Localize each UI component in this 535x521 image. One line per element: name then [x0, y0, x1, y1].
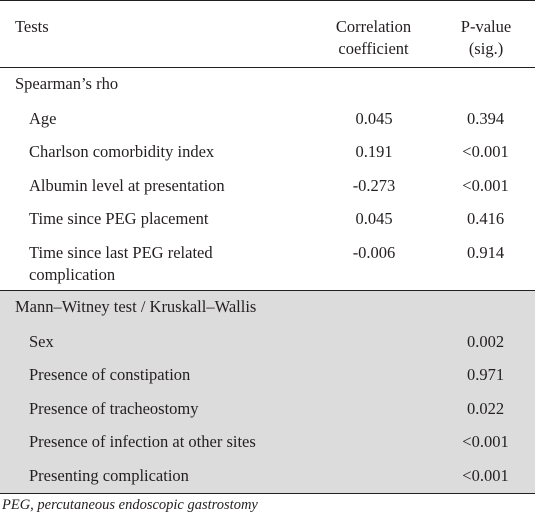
header-pvalue-line1: P-value [460, 17, 512, 36]
row-correlation [304, 359, 444, 393]
row-correlation: 0.045 [355, 108, 393, 128]
table-header-row: Tests Correlation coefficient P-value (sig… [0, 0, 535, 68]
section-row: Spearman’s rho [0, 68, 535, 103]
row-pvalue: 0.416 [466, 209, 505, 228]
table-row: Albumin level at presentation -0.273 <0.… [0, 170, 535, 204]
header-correlation: Correlation coefficient [304, 0, 444, 68]
table-row: Age 0.045 0.394 [0, 103, 535, 137]
row-pvalue: 0.914 [466, 242, 505, 262]
section-label: Spearman’s rho [15, 74, 119, 93]
row-correlation: 0.191 [355, 142, 393, 161]
table-row: Presence of constipation 0.971 [0, 359, 535, 393]
table-row: Time since PEG placement 0.045 0.416 [0, 203, 535, 237]
row-pvalue: <0.001 [462, 175, 509, 195]
header-correlation-line2: coefficient [338, 39, 409, 58]
table-row: Time since last PEG related complication … [0, 237, 535, 291]
header-pvalue-line2: (sig.) [468, 39, 504, 58]
table-row: Presence of infection at other sites <0.… [0, 426, 535, 460]
row-pvalue: 0.022 [444, 392, 535, 426]
row-test-name: Albumin level at presentation [29, 175, 225, 195]
row-pvalue: 0.971 [444, 359, 535, 393]
row-pvalue: <0.001 [444, 426, 535, 460]
row-test-name-line2: complication [29, 264, 116, 284]
section-label: Mann–Witney test / Kruskall–Wallis [0, 290, 535, 326]
row-test-name: Time since PEG placement [29, 209, 209, 228]
header-pvalue: P-value (sig.) [444, 0, 535, 68]
group-spearman: Spearman’s rho Age 0.045 0.394 Charlson … [0, 68, 535, 291]
table-row: Presence of tracheostomy 0.022 [0, 392, 535, 426]
row-correlation: 0.045 [355, 209, 393, 228]
row-correlation [304, 325, 444, 359]
row-test-name: Sex [0, 325, 304, 359]
table-row: Presenting complication <0.001 [0, 459, 535, 494]
group-mann-witney: Mann–Witney test / Kruskall–Wallis Sex 0… [0, 290, 535, 494]
row-correlation [304, 392, 444, 426]
table-footnote: PEG, percutaneous endoscopic gastrostomy [2, 496, 258, 513]
row-test-name: Presence of tracheostomy [0, 392, 304, 426]
row-correlation: -0.006 [352, 242, 396, 262]
table-row: Charlson comorbidity index 0.191 <0.001 [0, 136, 535, 170]
row-test-name: Charlson comorbidity index [29, 142, 215, 161]
row-pvalue: 0.394 [466, 108, 505, 128]
row-test-name: Presenting complication [0, 459, 304, 494]
row-correlation [304, 426, 444, 460]
row-test-name: Presence of infection at other sites [0, 426, 304, 460]
section-row: Mann–Witney test / Kruskall–Wallis [0, 290, 535, 326]
row-pvalue: <0.001 [444, 459, 535, 494]
header-correlation-line1: Correlation [335, 17, 412, 36]
table-row: Sex 0.002 [0, 325, 535, 359]
row-pvalue: <0.001 [462, 142, 509, 161]
row-correlation: -0.273 [352, 175, 396, 195]
row-test-name: Presence of constipation [0, 359, 304, 393]
header-tests: Tests [0, 0, 304, 68]
row-test-name: Time since last PEG related complication [0, 237, 304, 291]
row-test-name: Age [29, 108, 57, 128]
row-correlation [304, 459, 444, 494]
correlation-table: Tests Correlation coefficient P-value (sig… [0, 0, 535, 494]
row-test-name-line1: Time since last PEG related [29, 242, 213, 262]
row-pvalue: 0.002 [444, 325, 535, 359]
